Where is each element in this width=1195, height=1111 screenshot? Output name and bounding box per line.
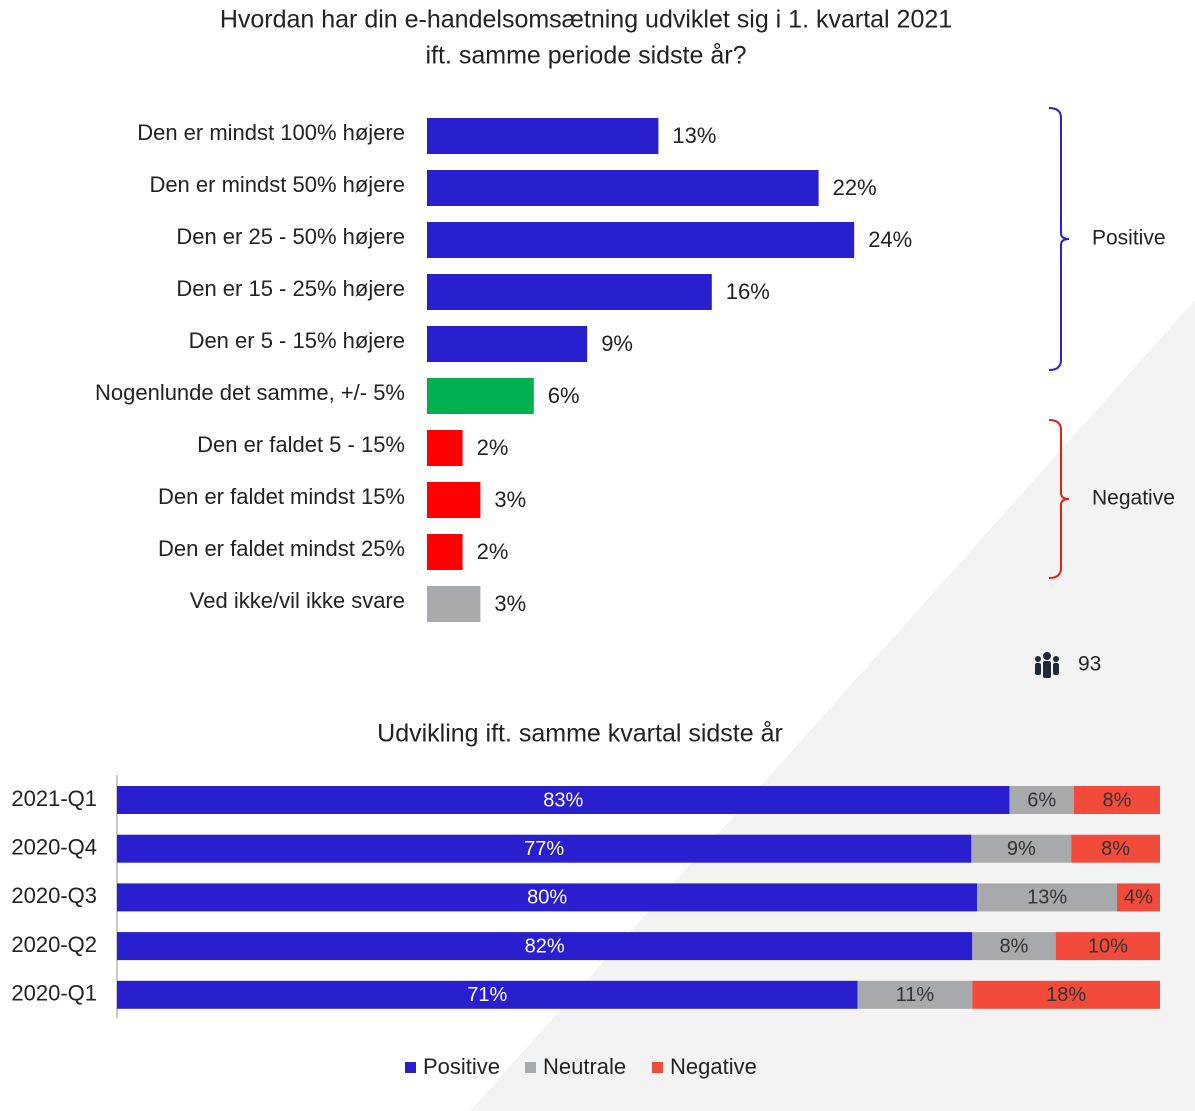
bar-segment — [971, 834, 1072, 863]
chart-title: Hvordan har din e-handelsomsætning udvik… — [220, 6, 952, 34]
value-label: 13% — [672, 123, 716, 148]
legend-swatch — [405, 1062, 416, 1073]
bracket-label: Positive — [1092, 227, 1166, 250]
bracket — [1048, 107, 1070, 371]
segment-label: 8% — [1101, 838, 1130, 860]
bar — [427, 274, 712, 310]
respondents-icon — [1035, 652, 1059, 678]
bar-segment — [972, 980, 1160, 1009]
bar — [427, 482, 481, 518]
value-label: 22% — [833, 175, 877, 200]
category-label: Ved ikke/vil ikke svare — [190, 588, 405, 613]
bracket — [1048, 419, 1070, 579]
chart-title: Udvikling ift. samme kvartal sidste år — [377, 720, 783, 748]
bar — [427, 586, 481, 622]
bar — [427, 378, 534, 414]
category-label: Den er 15 - 25% højere — [176, 276, 405, 301]
bracket-label: Negative — [1092, 487, 1175, 510]
bar — [427, 326, 588, 362]
segment-label: 83% — [543, 789, 583, 811]
bar — [427, 118, 659, 154]
segment-label: 13% — [1027, 887, 1067, 909]
value-label: 3% — [494, 591, 526, 616]
bar-segment — [972, 932, 1056, 961]
bar-segment — [117, 932, 973, 961]
segment-label: 4% — [1124, 887, 1153, 909]
category-label: 2020-Q3 — [11, 883, 97, 908]
segment-label: 82% — [525, 935, 565, 957]
legend-swatch — [525, 1062, 536, 1073]
segment-label: 9% — [1007, 838, 1036, 860]
bar — [427, 222, 855, 258]
value-label: 9% — [601, 331, 633, 356]
category-label: Den er faldet mindst 15% — [158, 484, 405, 509]
value-label: 24% — [868, 227, 912, 252]
category-label: 2020-Q1 — [11, 981, 97, 1006]
legend-label: Positive — [423, 1054, 500, 1079]
segment-label: 11% — [896, 984, 935, 1006]
value-label: 3% — [494, 487, 526, 512]
bar-segment — [117, 980, 858, 1009]
category-label: 2020-Q4 — [11, 835, 97, 860]
category-label: Den er faldet mindst 25% — [158, 536, 405, 561]
bar-segment — [1071, 834, 1160, 863]
bar-segment — [117, 834, 972, 863]
legend-swatch — [652, 1062, 663, 1073]
category-label: Den er mindst 100% højere — [137, 120, 405, 145]
segment-label: 10% — [1088, 935, 1128, 957]
segment-label: 71% — [467, 984, 507, 1006]
bar-segment — [117, 883, 978, 912]
bar-segment — [857, 980, 973, 1009]
segment-label: 6% — [1027, 789, 1056, 811]
category-label: Den er 25 - 50% højere — [176, 224, 405, 249]
segment-label: 8% — [1000, 935, 1029, 957]
chart-title: ift. samme periode sidste år? — [426, 42, 747, 70]
value-label: 16% — [726, 279, 770, 304]
bar-segment — [1116, 883, 1160, 912]
segment-label: 80% — [527, 887, 567, 909]
category-label: Den er mindst 50% højere — [149, 172, 405, 197]
bar-segment — [117, 786, 1010, 814]
bar-segment — [977, 883, 1117, 912]
value-label: 2% — [477, 435, 509, 460]
segment-label: 18% — [1046, 984, 1086, 1006]
value-label: 6% — [548, 383, 580, 408]
legend-label: Neutrale — [543, 1054, 626, 1079]
bar-segment — [1073, 786, 1160, 814]
segment-label: 8% — [1103, 789, 1132, 811]
category-label: Nogenlunde det samme, +/- 5% — [95, 380, 405, 405]
bar — [427, 534, 463, 570]
category-label: 2021-Q1 — [11, 786, 97, 811]
category-label: 2020-Q2 — [11, 932, 97, 957]
respondents-count: 93 — [1078, 653, 1101, 676]
value-label: 2% — [477, 539, 509, 564]
segment-label: 77% — [524, 838, 564, 860]
bar — [427, 170, 819, 206]
bar-segment — [1009, 786, 1074, 814]
bar — [427, 430, 463, 466]
legend-label: Negative — [670, 1054, 757, 1079]
bar-segment — [1055, 932, 1160, 961]
category-label: Den er 5 - 15% højere — [189, 328, 405, 353]
category-label: Den er faldet 5 - 15% — [197, 432, 405, 457]
